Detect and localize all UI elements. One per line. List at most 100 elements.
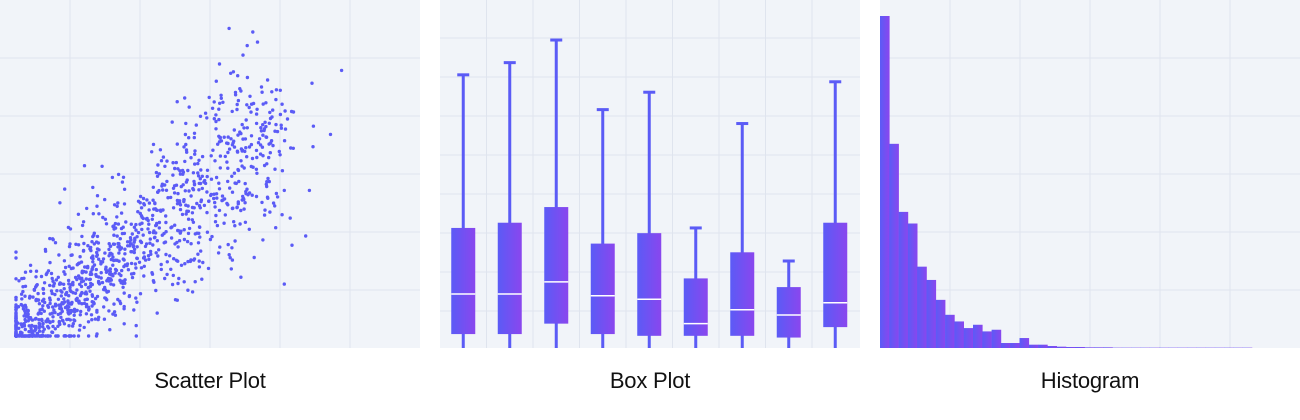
scatter-point	[229, 267, 233, 271]
scatter-point	[197, 259, 201, 263]
scatter-point	[136, 230, 141, 235]
scatter-point	[196, 171, 200, 175]
scatter-point	[176, 281, 180, 286]
scatter-point	[122, 187, 127, 191]
scatter-point	[200, 174, 204, 178]
scatter-point	[41, 286, 45, 291]
scatter-point	[183, 262, 187, 266]
scatter-point	[206, 266, 211, 271]
scatter-point	[124, 220, 128, 224]
scatter-point	[39, 274, 44, 279]
scatter-point	[280, 169, 285, 173]
box-body	[776, 287, 801, 338]
scatter-point	[139, 206, 144, 210]
scatter-point	[251, 101, 256, 106]
scatter-point	[50, 237, 55, 241]
scatter-point	[169, 267, 173, 271]
scatter-point	[217, 62, 222, 66]
scatter-point	[103, 217, 108, 221]
scatter-point	[236, 133, 240, 137]
scatter-point	[278, 88, 282, 93]
scatter-point	[156, 254, 160, 258]
scatter-point	[198, 206, 202, 210]
scatter-point	[37, 321, 41, 326]
scatter-point	[245, 126, 249, 130]
scatter-point	[212, 196, 216, 201]
scatter-point	[163, 183, 167, 187]
scatter-point	[279, 123, 283, 127]
scatter-point	[190, 211, 195, 215]
scatter-point	[77, 300, 81, 304]
scatter-point	[84, 305, 89, 309]
scatter-point	[90, 318, 94, 322]
scatter-point	[109, 282, 113, 286]
scatter-point	[186, 168, 190, 173]
scatter-point	[215, 223, 220, 228]
scatter-point	[247, 145, 252, 149]
scatter-point	[218, 154, 223, 158]
scatter-point	[107, 254, 111, 258]
scatter-point	[257, 137, 262, 141]
scatter-point	[183, 132, 188, 137]
scatter-point	[134, 334, 138, 338]
scatter-point	[113, 258, 118, 262]
scatter-point	[29, 269, 33, 273]
scatter-point	[181, 170, 186, 174]
scatter-point	[80, 223, 85, 228]
scatter-point	[254, 148, 259, 153]
scatter-point	[46, 324, 50, 329]
scatter-point	[189, 194, 193, 198]
scatter-point	[273, 167, 277, 171]
scatter-point	[83, 282, 88, 287]
scatter-point	[237, 179, 241, 184]
scatter-point	[56, 275, 60, 279]
scatter-point	[133, 262, 138, 266]
scatter-point	[14, 332, 18, 337]
scatter-point	[102, 317, 107, 321]
scatter-point	[190, 218, 194, 222]
hist-bar	[1103, 347, 1113, 348]
scatter-point	[56, 297, 61, 301]
hist-bar	[880, 16, 890, 348]
scatter-point	[255, 155, 259, 160]
scatter-point	[191, 188, 196, 192]
scatter-point	[62, 259, 67, 263]
scatter-point	[108, 267, 113, 271]
scatter-point	[28, 294, 32, 298]
scatter-point	[186, 204, 190, 208]
scatter-point	[202, 203, 207, 208]
scatter-point	[92, 302, 96, 306]
scatter-point	[159, 267, 163, 272]
scatter-plot	[0, 0, 420, 348]
scatter-point	[107, 242, 111, 246]
scatter-point	[100, 164, 104, 168]
scatter-point	[139, 240, 144, 245]
scatter-point	[230, 174, 234, 178]
scatter-point	[101, 215, 105, 220]
scatter-point	[22, 324, 27, 328]
scatter-point	[278, 112, 283, 117]
scatter-point	[192, 131, 197, 135]
scatter-point	[104, 222, 109, 226]
scatter-point	[41, 321, 45, 326]
scatter-point	[264, 124, 268, 129]
scatter-point	[51, 324, 55, 329]
scatter-point	[147, 208, 151, 212]
box-1	[451, 73, 476, 348]
scatter-point	[134, 296, 138, 300]
scatter-point	[32, 324, 37, 329]
scatter-point	[148, 249, 153, 254]
scatter-point	[239, 275, 243, 279]
scatter-point	[220, 198, 224, 203]
scatter-point	[196, 241, 201, 245]
scatter-point	[97, 257, 101, 261]
scatter-point	[14, 319, 18, 323]
scatter-point	[242, 126, 246, 130]
scatter-point	[56, 324, 60, 328]
scatter-point	[151, 213, 155, 218]
scatter-point	[22, 276, 26, 280]
scatter-point	[122, 304, 126, 309]
scatter-point	[116, 245, 120, 249]
scatter-point	[36, 298, 41, 302]
scatter-point	[170, 120, 174, 124]
